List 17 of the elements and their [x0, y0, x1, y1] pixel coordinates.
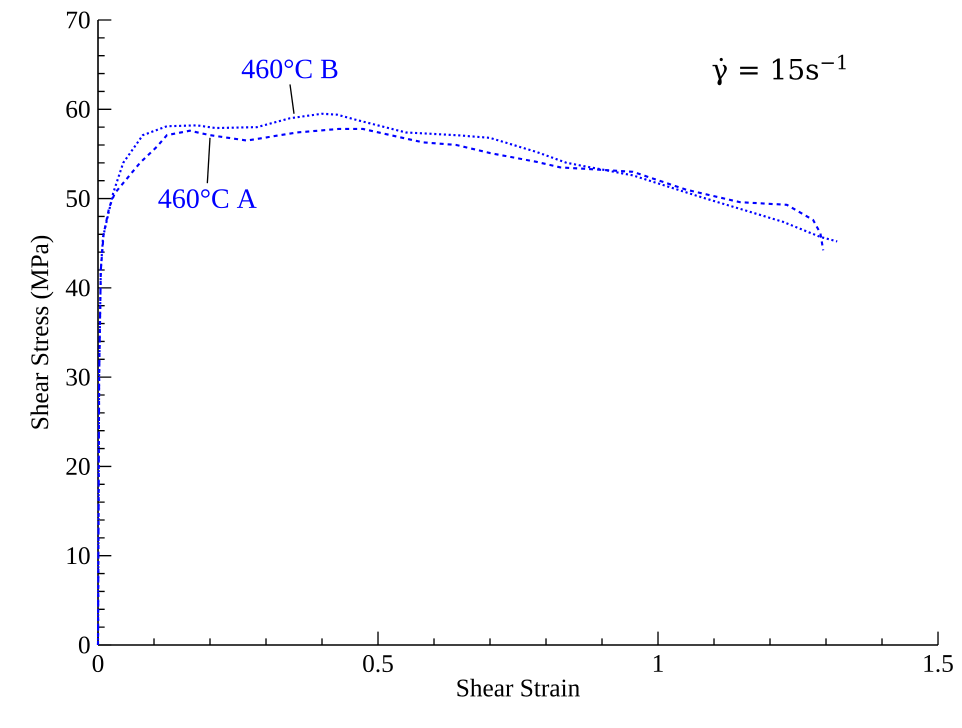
annotation: γ̇ = 15s$^{−1}$ — [712, 54, 846, 86]
x-axis-title: Shear Strain — [457, 678, 580, 697]
y-tick-label: 50 — [66, 190, 90, 208]
y-tick-label: 40 — [66, 279, 90, 296]
y-tick-label: 30 — [66, 368, 90, 386]
y-tick-label: 20 — [66, 458, 90, 475]
annotation: 460°C B — [242, 60, 338, 78]
y-tick-label: 70 — [66, 11, 90, 29]
y-tick-label: 10 — [68, 547, 90, 564]
y-tick-label: 60 — [66, 100, 90, 118]
y-axis-title: Shear Stress (MPa) — [30, 236, 54, 429]
x-tick-label: 1.5 — [924, 655, 953, 672]
y-tick-label: 0 — [78, 636, 90, 654]
x-tick-label: 1 — [654, 655, 663, 672]
x-tick-label: 0 — [92, 655, 104, 672]
x-tick-label: 0.5 — [363, 655, 393, 672]
annotation: 460°C A — [158, 189, 257, 208]
